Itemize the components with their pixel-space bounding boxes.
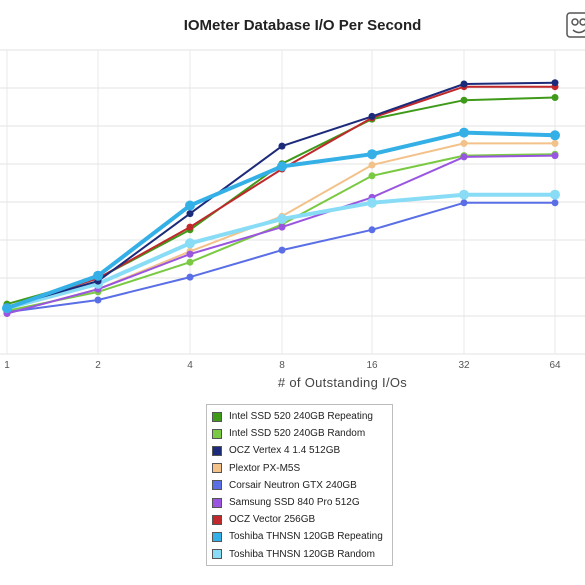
series-1 xyxy=(3,150,559,315)
x-tick-label: 64 xyxy=(549,360,561,370)
data-point xyxy=(460,139,468,147)
data-point xyxy=(186,250,194,258)
data-point xyxy=(459,189,469,200)
legend-item: OCZ Vector 256GB xyxy=(207,511,392,528)
legend-item: Toshiba THNSN 120GB Random xyxy=(207,546,392,563)
legend: Intel SSD 520 240GB Repeating Intel SSD 5… xyxy=(206,404,393,566)
data-point xyxy=(94,296,102,304)
series-7 xyxy=(2,127,560,314)
data-point xyxy=(460,80,468,88)
legend-swatch xyxy=(212,463,222,474)
data-point xyxy=(2,303,12,314)
data-point xyxy=(185,238,195,249)
legend-swatch xyxy=(212,411,222,422)
data-point xyxy=(460,199,468,207)
x-axis-label: # of Outstanding I/Os xyxy=(277,375,408,390)
series-line xyxy=(6,96,556,306)
data-point xyxy=(186,273,194,281)
x-tick-label: 16 xyxy=(366,360,378,370)
legend-item: Intel SSD 520 240GB Random xyxy=(207,425,392,442)
data-point xyxy=(550,130,560,141)
legend-item: OCZ Vertex 4 1.4 512GB xyxy=(207,442,392,459)
data-point xyxy=(368,112,376,120)
legend-label: Toshiba THNSN 120GB Random xyxy=(229,548,375,560)
data-point xyxy=(551,199,559,207)
legend-label: Corsair Neutron GTX 240GB xyxy=(229,479,357,491)
line-chart: 1 2 4 8 16 32 64 xyxy=(0,49,585,370)
legend-item: Plextor PX-M5S xyxy=(207,460,392,477)
legend-item: Intel SSD 520 240GB Repeating xyxy=(207,408,392,425)
data-point xyxy=(551,79,559,87)
x-tick-label: 1 xyxy=(4,360,10,370)
legend-swatch xyxy=(212,497,222,508)
x-tick-label: 32 xyxy=(458,360,470,370)
legend-item: Samsung SSD 840 Pro 512G xyxy=(207,494,392,511)
legend-swatch xyxy=(212,549,222,560)
data-point xyxy=(367,197,377,208)
data-point xyxy=(367,149,377,160)
site-logo-icon xyxy=(566,12,585,38)
series-line xyxy=(6,85,555,308)
legend-label: Intel SSD 520 240GB Random xyxy=(229,428,366,440)
series-line xyxy=(6,154,556,315)
legend-item: Corsair Neutron GTX 240GB xyxy=(207,477,392,494)
data-point xyxy=(460,96,468,104)
data-point xyxy=(277,214,287,224)
legend-label: Intel SSD 520 240GB Repeating xyxy=(229,411,373,423)
data-point xyxy=(550,189,560,200)
chart-title: IOMeter Database I/O Per Second xyxy=(183,17,422,34)
series-lines xyxy=(2,79,560,317)
legend-swatch xyxy=(212,445,222,456)
legend-label: Toshiba THNSN 120GB Repeating xyxy=(229,531,383,543)
x-tick-label: 4 xyxy=(187,360,193,370)
x-tick-label: 8 xyxy=(279,360,285,370)
data-point xyxy=(278,246,286,254)
data-point xyxy=(185,200,195,211)
legend-swatch xyxy=(212,480,222,491)
legend-label: Plextor PX-M5S xyxy=(229,462,301,474)
data-point xyxy=(186,258,194,266)
data-point xyxy=(551,139,559,147)
series-6 xyxy=(3,83,559,311)
x-tick-labels: 1 2 4 8 16 32 64 xyxy=(4,360,561,370)
data-point xyxy=(186,223,194,231)
data-point xyxy=(368,161,376,169)
data-point xyxy=(278,142,286,150)
data-point xyxy=(277,161,287,172)
data-point xyxy=(551,94,559,101)
data-point xyxy=(278,223,286,231)
legend-item: Toshiba THNSN 120GB Repeating xyxy=(207,528,392,545)
data-point xyxy=(93,270,103,281)
legend-swatch xyxy=(212,428,222,439)
series-5 xyxy=(3,152,559,317)
data-point xyxy=(459,127,469,138)
legend-label: OCZ Vector 256GB xyxy=(229,514,316,526)
data-point xyxy=(551,152,559,160)
data-point xyxy=(368,172,376,180)
x-tick-label: 2 xyxy=(95,360,101,370)
data-point xyxy=(460,153,468,161)
legend-label: Samsung SSD 840 Pro 512G xyxy=(229,497,360,509)
legend-label: OCZ Vertex 4 1.4 512GB xyxy=(229,445,341,457)
data-point xyxy=(186,210,194,218)
legend-swatch xyxy=(212,514,222,525)
legend-swatch xyxy=(212,531,222,542)
data-point xyxy=(368,226,376,234)
